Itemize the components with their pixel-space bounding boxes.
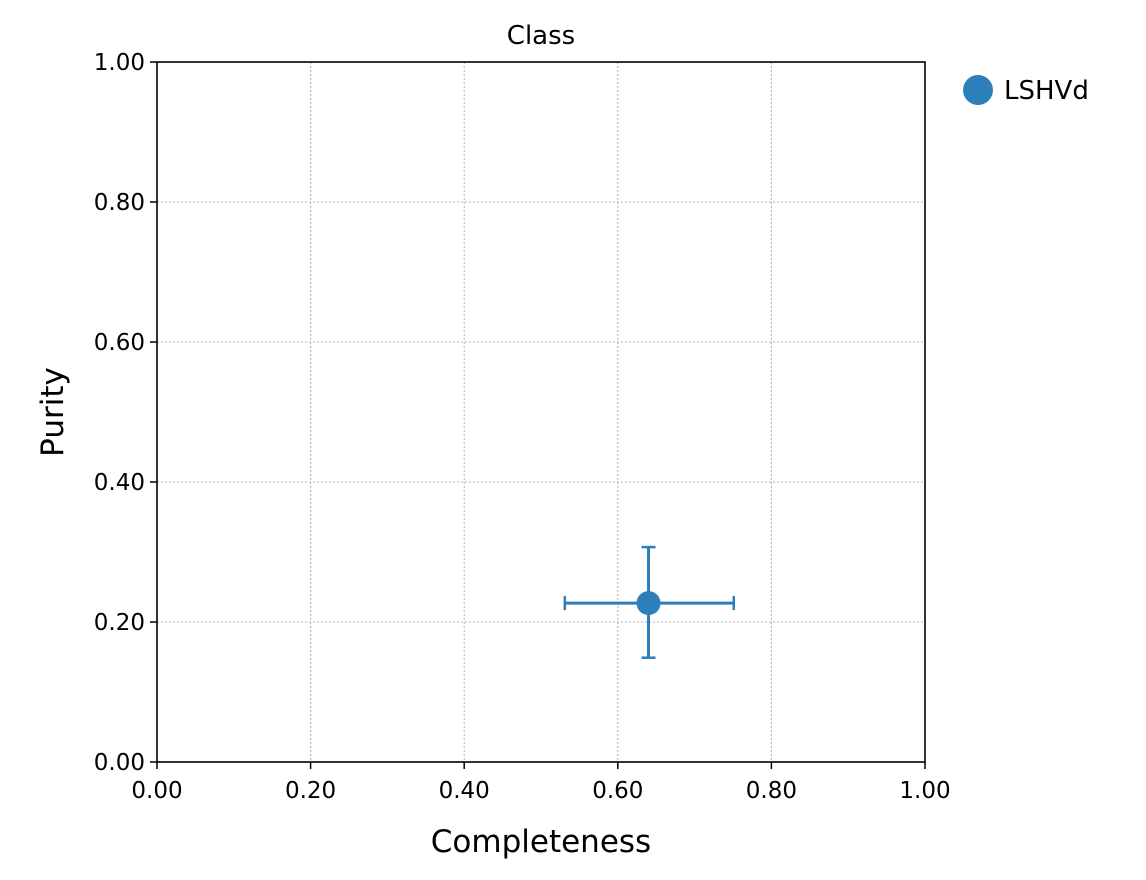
x-tick-label: 0.60 (592, 778, 643, 804)
data-point (636, 591, 661, 616)
x-tick-label: 1.00 (899, 778, 950, 804)
x-tick-label: 0.80 (746, 778, 797, 804)
legend: LSHVd (963, 75, 1089, 106)
legend-label-lshvd: LSHVd (1004, 76, 1089, 106)
data-marks (563, 545, 736, 659)
x-tick-label: 0.00 (131, 778, 182, 804)
axis-ticks: 0.00 0.20 0.40 0.60 0.80 1.00 0.00 0.20 0.40 0.60… (94, 50, 951, 804)
y-tick-label: 0.20 (94, 610, 145, 636)
x-axis-label: Completeness (431, 824, 651, 860)
x-tick-label: 0.20 (285, 778, 336, 804)
grid (156, 61, 926, 763)
y-tick-label: 1.00 (94, 50, 145, 76)
y-tick-label: 0.40 (94, 470, 145, 496)
y-axis-label: Purity (35, 367, 71, 457)
y-tick-label: 0.80 (94, 190, 145, 216)
x-tick-label: 0.40 (439, 778, 490, 804)
y-tick-label: 0.60 (94, 330, 145, 356)
y-tick-label: 0.00 (94, 750, 145, 776)
legend-marker-lshvd (963, 75, 993, 105)
chart-title: Class (507, 21, 575, 51)
plot-area (156, 61, 926, 763)
